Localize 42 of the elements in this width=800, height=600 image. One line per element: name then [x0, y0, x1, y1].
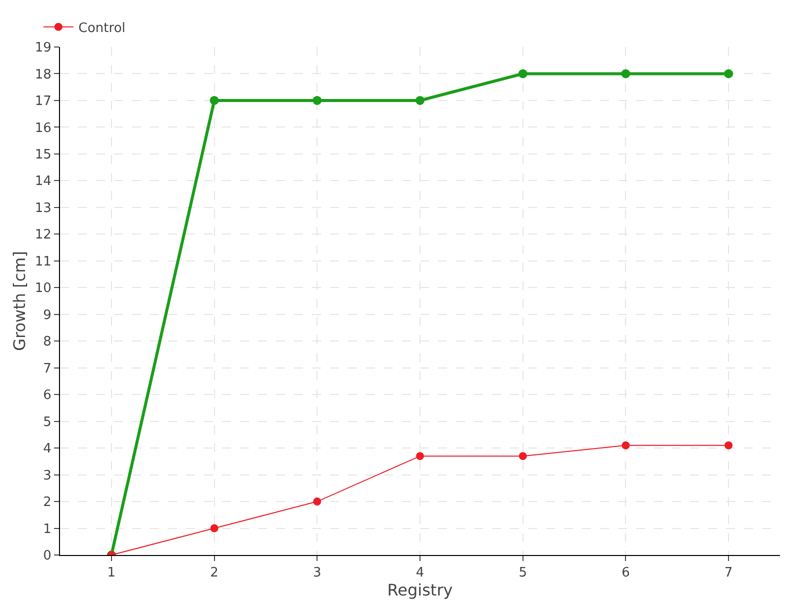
y-tick-label: 15 — [34, 148, 52, 162]
point — [518, 452, 527, 460]
y-tick-label: 3 — [43, 468, 52, 484]
legend-label: Control — [78, 20, 126, 36]
y-tick-label: 10 — [34, 281, 52, 296]
point — [312, 96, 322, 105]
y-tick-label: 0 — [43, 548, 52, 564]
y-tick-label: 12 — [34, 228, 52, 243]
point — [724, 441, 733, 450]
x-tick-label: 4 — [416, 566, 424, 581]
point — [416, 452, 424, 460]
point — [210, 96, 219, 105]
y-tick-label: 17 — [34, 94, 52, 110]
y-tick-label: 8 — [43, 334, 52, 350]
y-tick-label: 6 — [43, 388, 52, 404]
y-tick-label: 1 — [43, 522, 52, 537]
point — [621, 69, 630, 78]
y-axis-title: Growth [cm] — [10, 251, 29, 351]
y-tick-label: 2 — [43, 495, 52, 510]
y-tick-label: 7 — [43, 361, 52, 376]
point — [416, 96, 424, 105]
y-tick-label: 5 — [43, 414, 52, 430]
y-tick-label: 4 — [43, 442, 52, 457]
y-tick-label: 16 — [34, 120, 52, 136]
point — [313, 498, 322, 506]
y-tick-label: 9 — [43, 308, 52, 323]
x-tick-label: 6 — [622, 566, 630, 581]
point — [622, 441, 630, 450]
point — [724, 69, 734, 78]
x-tick-label: 7 — [724, 566, 733, 581]
x-tick-label: 2 — [210, 566, 218, 581]
point — [210, 524, 218, 532]
y-tick-label: 13 — [34, 200, 52, 216]
y-tick-label: 18 — [34, 67, 52, 82]
x-tick-label: 3 — [313, 566, 322, 581]
point — [518, 69, 528, 78]
y-tick-label: 19 — [34, 40, 52, 56]
x-tick-label: 1 — [107, 566, 116, 581]
y-tick-label: 11 — [34, 254, 52, 270]
y-tick-label: 14 — [34, 174, 52, 190]
x-axis-title: Registry — [387, 580, 453, 600]
x-tick-label: 5 — [518, 566, 527, 581]
